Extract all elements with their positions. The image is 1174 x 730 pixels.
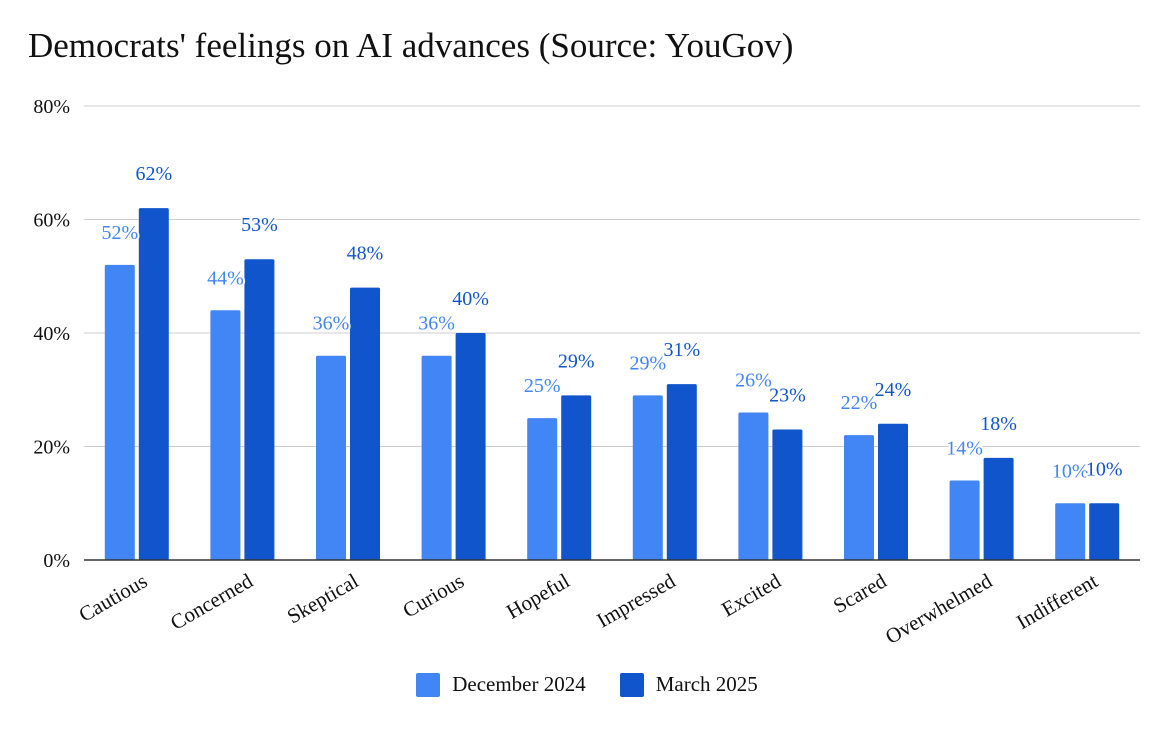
data-label: 23% — [769, 384, 806, 406]
bar-scared-march-2025[interactable] — [878, 423, 908, 560]
x-tick-label: Skeptical — [283, 568, 363, 628]
bars — [104, 208, 1120, 560]
x-tick-label: Excited — [717, 568, 785, 621]
legend-item-march-2025[interactable]: March 2025 — [619, 672, 758, 697]
legend-item-december-2024[interactable]: December 2024 — [416, 672, 586, 697]
y-tick-label: 0% — [43, 550, 70, 572]
legend-swatch-march-2025 — [619, 672, 644, 697]
data-label: 36% — [313, 313, 350, 335]
bar-hopeful-march-2025[interactable] — [561, 395, 592, 560]
data-label: 14% — [946, 438, 983, 460]
data-label: 24% — [875, 379, 912, 401]
data-labels: 52%62%44%53%36%48%36%40%25%29% 29%31%26%2… — [99, 161, 1124, 484]
y-tick-label: 40% — [33, 323, 70, 345]
bar-concerned-december-2024[interactable] — [210, 310, 241, 560]
data-label: 44% — [207, 267, 244, 289]
bar-impressed-december-2024[interactable] — [632, 395, 663, 560]
legend-label-december-2024: December 2024 — [452, 672, 586, 696]
legend-swatch-december-2024 — [416, 672, 441, 697]
x-tick-label: Impressed — [593, 568, 680, 632]
legend: December 2024 March 2025 — [0, 672, 1174, 697]
bar-excited-march-2025[interactable] — [772, 429, 803, 560]
bar-hopeful-december-2024[interactable] — [527, 418, 558, 560]
bar-skeptical-december-2024[interactable] — [316, 355, 346, 560]
bar-impressed-march-2025[interactable] — [666, 384, 697, 560]
data-label: 36% — [418, 313, 455, 335]
data-label: 10% — [1086, 458, 1123, 480]
data-label: 53% — [241, 214, 278, 236]
data-label: 29% — [629, 352, 666, 374]
data-label: 26% — [735, 369, 772, 391]
legend-label-march-2025: March 2025 — [655, 672, 758, 696]
data-label: 48% — [347, 243, 384, 265]
x-tick-label: Cautious — [75, 569, 152, 627]
data-label: 62% — [135, 163, 172, 185]
x-tick-label: Overwhelmed — [881, 568, 996, 649]
bar-cautious-march-2025[interactable] — [138, 208, 169, 560]
x-tick-label: Curious — [398, 569, 468, 623]
data-label: 25% — [524, 375, 561, 397]
x-tick-label: Indifferent — [1012, 568, 1102, 634]
bar-skeptical-march-2025[interactable] — [350, 287, 380, 560]
data-label: 31% — [663, 339, 700, 361]
bar-curious-march-2025[interactable] — [455, 333, 486, 560]
bar-indifferent-march-2025[interactable] — [1089, 503, 1120, 560]
data-label: 10% — [1052, 460, 1089, 482]
bar-scared-december-2024[interactable] — [844, 435, 874, 560]
bar-curious-december-2024[interactable] — [421, 355, 452, 560]
data-label: 22% — [841, 392, 878, 414]
bar-excited-december-2024[interactable] — [738, 412, 769, 560]
x-tick-label: Hopeful — [502, 568, 574, 623]
bar-overwhelmed-december-2024[interactable] — [949, 480, 980, 560]
bar-overwhelmed-march-2025[interactable] — [983, 457, 1014, 560]
y-tick-label: 20% — [33, 437, 70, 459]
data-label: 29% — [558, 350, 595, 372]
bar-cautious-december-2024[interactable] — [104, 264, 135, 560]
bar-concerned-march-2025[interactable] — [244, 259, 275, 560]
x-tick-label: Scared — [829, 568, 891, 618]
chart-title: Democrats' feelings on AI advances (Sour… — [28, 26, 794, 65]
bar-indifferent-december-2024[interactable] — [1055, 503, 1086, 560]
x-tick-label: Concerned — [166, 568, 257, 635]
y-tick-label: 80% — [33, 96, 70, 118]
y-tick-label: 60% — [33, 210, 70, 232]
data-label: 52% — [101, 222, 138, 244]
data-label: 40% — [452, 288, 489, 310]
data-label: 18% — [980, 413, 1017, 435]
